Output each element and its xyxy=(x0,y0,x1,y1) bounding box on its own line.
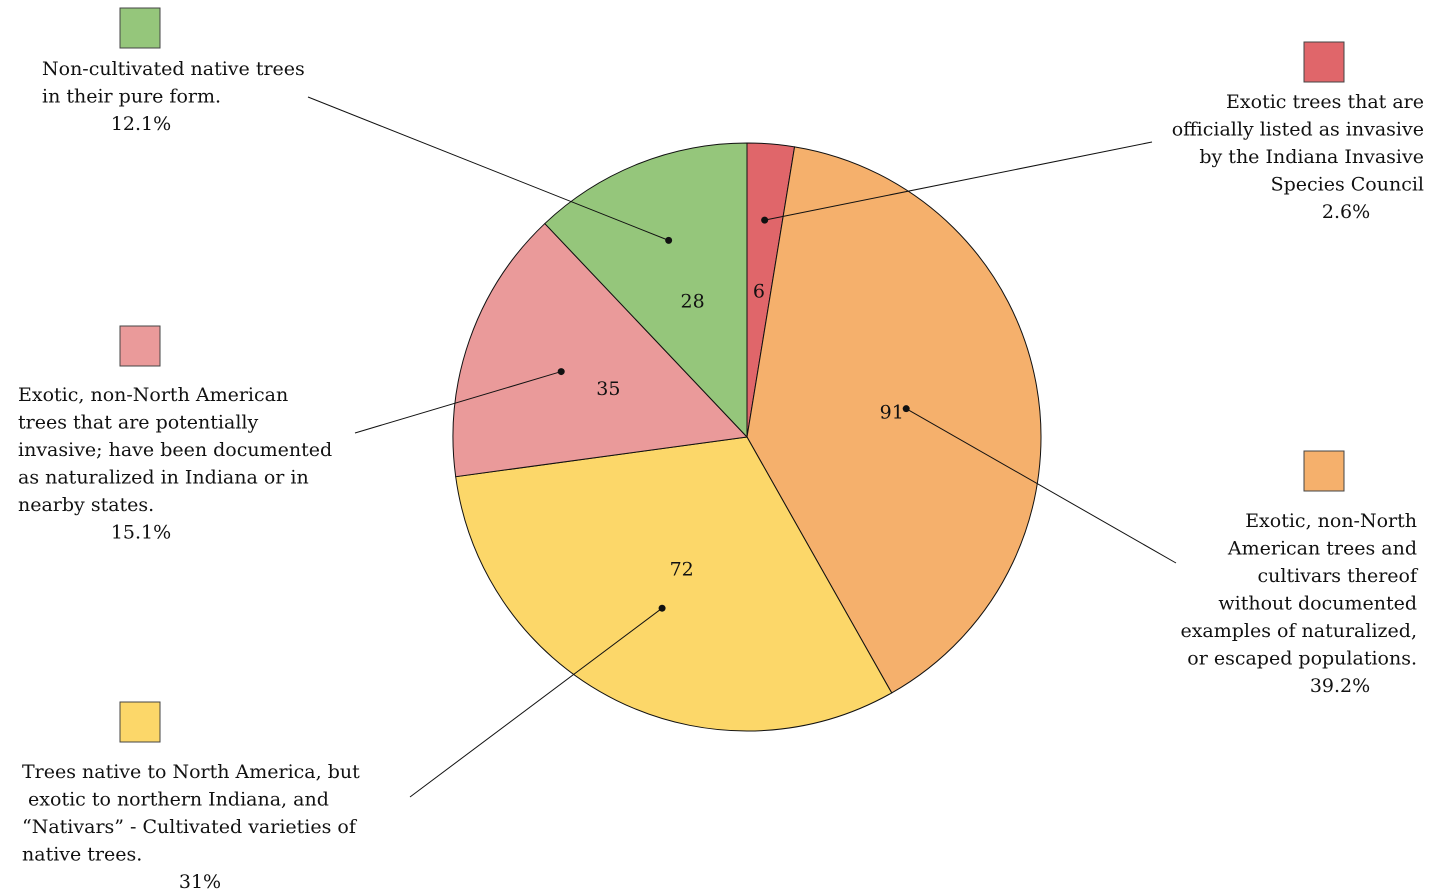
legend-callouts: Exotic trees that are officially listed a… xyxy=(18,7,1424,893)
value-label-listed-invasive: 6 xyxy=(753,280,765,302)
legend-label-line: Exotic, non-North xyxy=(1245,510,1417,532)
leader-line-potentially-invasive xyxy=(354,371,562,434)
legend-label-line: native trees. xyxy=(22,844,142,866)
legend-label-line: in their pure form. xyxy=(42,86,221,108)
leader-line-pure-native xyxy=(307,96,669,241)
legend-label-line: Non-cultivated native trees xyxy=(42,58,305,80)
leader-dot-potentially-invasive xyxy=(557,368,565,376)
leader-line-exotic-no-naturalized xyxy=(905,408,1177,564)
legend-label-listed-invasive: Exotic trees that are officially listed a… xyxy=(1172,91,1424,196)
legend-swatch-potentially-invasive xyxy=(119,325,161,367)
legend-label-line: Exotic trees that are xyxy=(1226,91,1424,113)
pie-slice-nativars xyxy=(455,436,893,732)
legend-label-line: Exotic, non-North American xyxy=(18,384,288,406)
legend-label-line: by the Indiana Invasive xyxy=(1199,146,1424,168)
legend-label-line: Species Council xyxy=(1271,174,1424,196)
value-label-exotic-no-naturalized: 91 xyxy=(880,401,904,423)
pie-slice-exotic-no-naturalized xyxy=(746,146,1042,694)
legend-swatch-listed-invasive xyxy=(1303,41,1345,83)
percent-label-pure-native: 12.1% xyxy=(111,113,171,135)
legend-label-exotic-no-naturalized: Exotic, non-North American trees and culti… xyxy=(1180,510,1419,670)
legend-label-line: nearby states. xyxy=(18,494,154,516)
legend-label-line: invasive; have been documented xyxy=(18,439,332,461)
legend-label-line: examples of naturalized, xyxy=(1180,620,1417,642)
legend-swatch-nativars xyxy=(119,701,161,743)
legend-label-line: cultivars thereof xyxy=(1257,565,1418,587)
legend-label-line: without documented xyxy=(1218,593,1417,615)
value-label-potentially-invasive: 35 xyxy=(596,378,620,400)
percent-label-listed-invasive: 2.6% xyxy=(1322,201,1370,223)
pie-slices xyxy=(452,142,1042,732)
percent-label-exotic-no-naturalized: 39.2% xyxy=(1310,675,1370,697)
leader-line-listed-invasive xyxy=(764,141,1153,221)
leader-line-nativars xyxy=(409,607,663,798)
legend-label-line: as naturalized in Indiana or in xyxy=(18,467,309,489)
leader-dot-nativars xyxy=(658,604,666,612)
legend-swatch-exotic-no-naturalized xyxy=(1303,450,1345,492)
leader-dot-exotic-no-naturalized xyxy=(902,405,910,413)
percent-label-potentially-invasive: 15.1% xyxy=(111,522,171,544)
value-label-pure-native: 28 xyxy=(680,290,704,312)
value-label-nativars: 72 xyxy=(670,559,694,581)
leader-dot-pure-native xyxy=(665,236,673,244)
legend-swatch-pure-native xyxy=(119,7,161,49)
legend-label-line: Trees native to North America, but xyxy=(22,761,360,783)
percent-label-nativars: 31% xyxy=(179,871,221,893)
legend-label-line: exotic to northern Indiana, and xyxy=(22,789,329,811)
pie-slice-potentially-invasive xyxy=(452,222,749,478)
leader-lines xyxy=(307,96,1177,798)
legend-label-line: or escaped populations. xyxy=(1187,648,1417,670)
leader-dot-listed-invasive xyxy=(761,216,769,224)
pie-slice-pure-native xyxy=(544,142,748,439)
legend-label-nativars: Trees native to North America, but exoti… xyxy=(22,761,360,866)
legend-label-line: “Nativars” - Cultivated varieties of xyxy=(22,816,358,838)
value-labels: 6 91 72 35 28 xyxy=(596,280,904,580)
legend-label-line: trees that are potentially xyxy=(18,412,258,434)
legend-label-line: officially listed as invasive xyxy=(1172,119,1424,141)
legend-label-pure-native: Non-cultivated native trees in their pure… xyxy=(42,58,305,108)
legend-label-line: American trees and xyxy=(1227,538,1417,560)
legend-label-potentially-invasive: Exotic, non-North American trees that are… xyxy=(18,384,332,516)
